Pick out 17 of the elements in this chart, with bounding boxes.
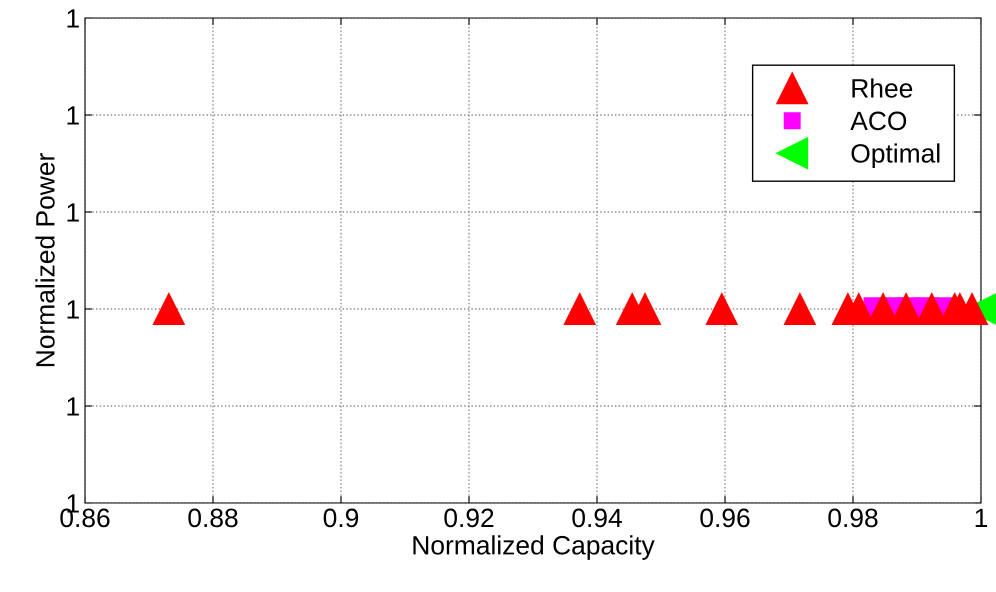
x-tick-label: 0.94 <box>572 508 622 528</box>
y-tick-label: 1 <box>67 300 79 319</box>
x-axis-title: Normalized Capacity <box>413 535 655 560</box>
x-tick-label: 0.96 <box>700 508 750 528</box>
y-axis-title: Normalized Power <box>35 153 55 366</box>
x-tick-label: 0.98 <box>828 508 878 528</box>
legend-label: Optimal <box>852 143 940 168</box>
x-tick-label: 0.88 <box>188 508 238 528</box>
y-tick-label: 1 <box>67 9 79 28</box>
legend-label: ACO <box>850 112 906 130</box>
y-tick-label: 1 <box>67 203 79 222</box>
y-tick-label: 1 <box>67 397 79 416</box>
legend-label: Rhee <box>852 78 912 98</box>
x-tick-label: 0.9 <box>324 508 358 528</box>
x-tick-label: 1 <box>976 508 988 527</box>
x-tick-label: 0.92 <box>444 508 494 528</box>
y-tick-label: 1 <box>67 106 79 125</box>
